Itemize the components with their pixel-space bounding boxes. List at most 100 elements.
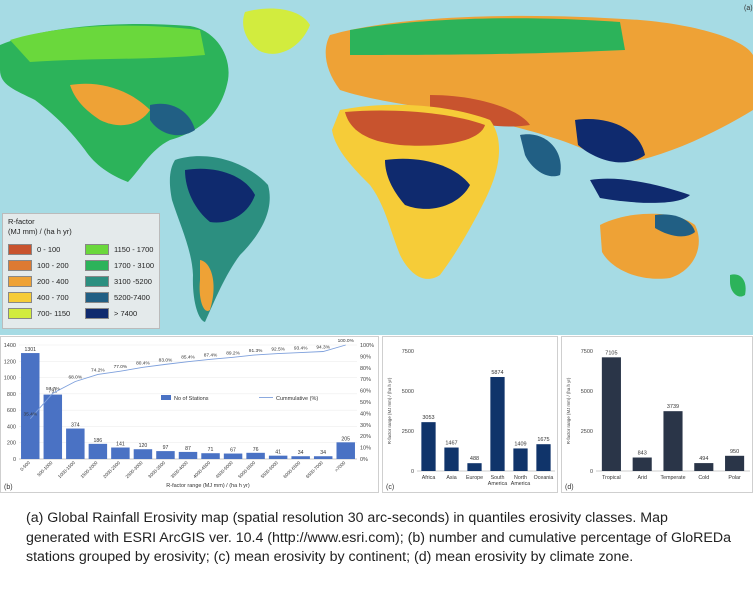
station-bar	[66, 428, 85, 459]
x-tick-label: Polar	[728, 475, 741, 481]
x-tick-label: 5500-6000	[260, 460, 279, 479]
cumulative-label: 100.0%	[338, 338, 355, 344]
x-tick-label: Europe	[466, 475, 483, 481]
cumulative-label: 57.7%	[46, 386, 60, 392]
legend-label: 3100 -5200	[114, 277, 152, 286]
legend-title: R-factor (MJ mm) / (ha h yr)	[8, 217, 72, 237]
legend-label: 1150 - 1700	[114, 245, 154, 254]
y2-tick-label: 100%	[360, 343, 374, 349]
bar-value-label: 488	[470, 456, 479, 462]
bar-value-label: 5874	[491, 370, 503, 376]
cumulative-label: 68.0%	[69, 374, 83, 380]
bar-value-label: 1675	[537, 437, 549, 443]
x-tick-label: Asia	[446, 475, 456, 481]
legend-swatch	[8, 276, 32, 287]
africa	[332, 104, 500, 279]
y-tick-label: 200	[7, 441, 16, 447]
station-bar	[43, 394, 63, 459]
y2-tick-label: 10%	[360, 446, 371, 452]
value-bar	[601, 357, 621, 471]
world-map-graphic: (a)	[0, 0, 753, 335]
y2-tick-label: 80%	[360, 366, 371, 372]
legend-item: 5200-7400	[85, 292, 150, 303]
bar-value-label: 843	[638, 451, 647, 457]
legend-label: 0 - 100	[37, 245, 61, 254]
x-tick-label: >7000	[334, 460, 347, 473]
y-tick-label: 5000	[402, 389, 414, 395]
y-tick-label: 1000	[4, 376, 16, 382]
y-tick-label: 5000	[581, 389, 593, 395]
x-tick-label: 5000-5500	[237, 460, 256, 479]
legend-swatch	[8, 260, 32, 271]
legend-item: 1150 - 1700	[85, 244, 153, 255]
x-tick-label: North	[514, 475, 527, 481]
cumulative-label: 74.2%	[91, 367, 105, 373]
legend-title-line1: R-factor	[8, 217, 35, 226]
bar-value-label: 76	[253, 447, 259, 453]
bar-value-label: 1301	[24, 347, 36, 353]
legend-item: 400 - 700	[8, 292, 69, 303]
continent-bar-chart: 0 2500 5000 7500 R-factor range (MJ mm) / (h…	[386, 349, 555, 491]
europe-asia	[325, 15, 753, 177]
x-tick-label: 4500-5000	[215, 460, 234, 479]
bar-value-label: 141	[116, 442, 125, 448]
x-tick-label: 6000-6500	[282, 460, 301, 479]
y-tick-label: 0	[411, 469, 414, 475]
panel-label-b: (b)	[4, 484, 13, 491]
cumulative-label: 85.4%	[181, 355, 195, 361]
legend-label: 700- 1150	[37, 309, 71, 318]
legend-swatch	[8, 308, 32, 319]
x-tick-label: Oceania	[534, 475, 554, 481]
station-bar	[291, 456, 310, 459]
panel-label: (c)	[386, 484, 394, 491]
legend-item: 100 - 200	[8, 260, 69, 271]
bar-value-label: 1467	[445, 441, 457, 447]
legend-item: 3100 -5200	[85, 276, 152, 287]
station-bar	[313, 456, 333, 459]
north-america	[0, 24, 229, 183]
cumulative-label: 35.4%	[23, 412, 37, 418]
cumulative-label: 80.4%	[136, 360, 150, 366]
x-tick-label: 0-500	[19, 460, 31, 472]
legend-swatch	[85, 276, 109, 287]
value-bar	[663, 411, 683, 471]
x-tick-label: South	[491, 475, 505, 481]
station-bar	[178, 451, 198, 459]
bar-value-label: 87	[185, 446, 191, 452]
y2-tick-label: 50%	[360, 400, 371, 406]
y-tick-label: 1200	[4, 359, 16, 365]
indonesia-australia	[590, 178, 746, 297]
panel-label: (d)	[565, 484, 574, 491]
erosivity-map: (a) R-factor (MJ mm) / (ha h yr) 0 - 100…	[0, 0, 753, 335]
value-bar	[467, 463, 482, 471]
y-tick-label: 2500	[402, 429, 414, 435]
legend-swatch	[85, 244, 109, 255]
bar-value-label: 41	[275, 450, 281, 456]
x-tick-label: 2000-2500	[102, 460, 121, 479]
cumulative-label: 94.3%	[316, 344, 330, 350]
y2-tick-label: 20%	[360, 434, 371, 440]
bar-value-label: 186	[94, 438, 103, 444]
value-bar	[536, 444, 551, 471]
bar-value-label: 3053	[422, 415, 434, 421]
station-bar	[223, 453, 243, 459]
value-bar	[421, 422, 436, 471]
y-tick-label: 800	[7, 392, 16, 398]
legend-item: 700- 1150	[8, 308, 70, 319]
cumulative-line	[29, 344, 346, 419]
y-tick-label: 1400	[4, 343, 16, 349]
value-bar	[694, 463, 714, 471]
cumulative-label: 89.2%	[226, 350, 240, 356]
station-bar	[336, 442, 355, 459]
x-tick-label: 3500-4000	[170, 460, 189, 479]
greenland	[243, 8, 310, 54]
legend-item: > 7400	[85, 308, 137, 319]
y-tick-label: 0	[590, 469, 593, 475]
legend-label: 400 - 700	[37, 293, 69, 302]
value-bar	[632, 457, 652, 471]
cumulative-label: 91.3%	[249, 348, 263, 354]
legend-label: 200 - 400	[37, 277, 69, 286]
legend-swatch	[8, 244, 32, 255]
legend-swatch	[85, 308, 109, 319]
panel-label-a: (a)	[744, 5, 753, 12]
